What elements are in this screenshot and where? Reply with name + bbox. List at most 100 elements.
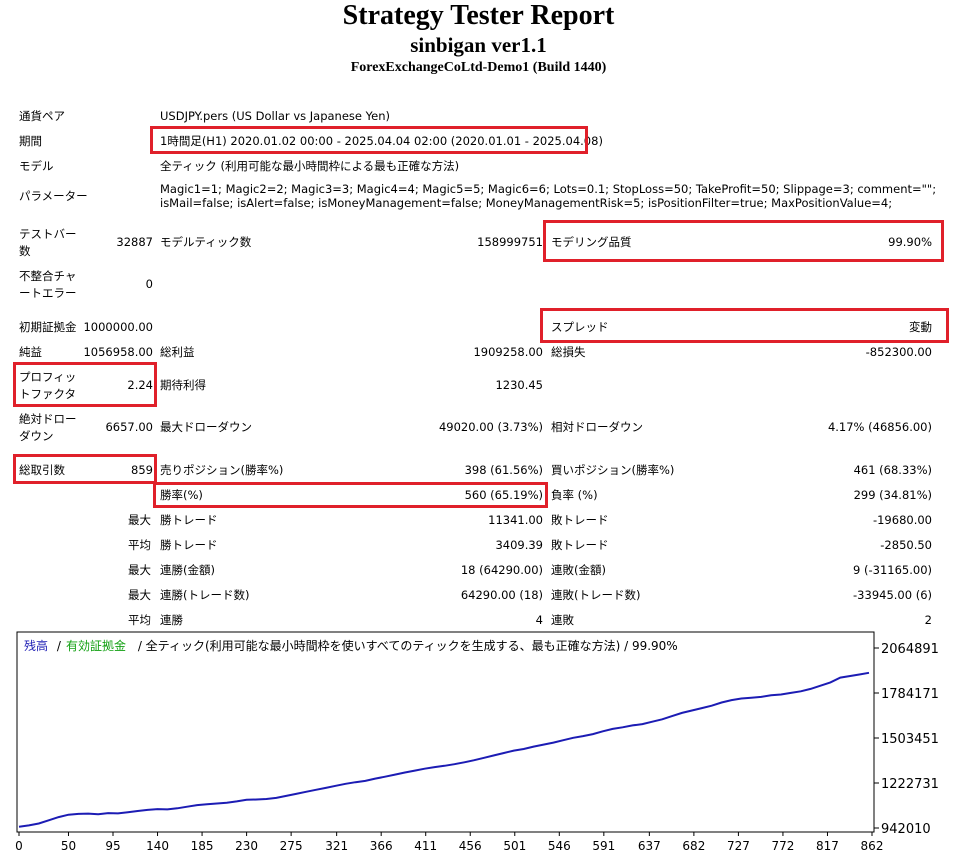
legend-separator: / (53, 639, 65, 653)
pf-label-2: トファクタ (19, 387, 77, 401)
balance-chart: 残高 / 有効証拠金 / 全ティック(利用可能な最小時間枠を使いすべてのティック… (15, 631, 939, 853)
gross-loss-label: 総損失 (551, 345, 586, 359)
bars-value: 32887 (116, 235, 153, 249)
x-tick-label: 0 (15, 839, 23, 853)
x-tick-label: 185 (191, 839, 214, 853)
row-label-1: 勝トレード (160, 538, 218, 552)
row-value-1: 4 (535, 613, 543, 627)
y-tick-label: 1503451 (881, 732, 939, 747)
balance-series-line (18, 671, 870, 828)
row-value-2: -2850.50 (880, 538, 932, 552)
spread-value: 変動 (909, 320, 932, 334)
row-prefix: 平均 (128, 613, 151, 627)
row-value-1: 64290.00 (18) (460, 588, 543, 602)
payoff-value: 1230.45 (495, 378, 543, 392)
row-value-2: 9 (-31165.00) (853, 563, 932, 577)
trades-label: 総取引数 (19, 463, 65, 477)
symbol-value: USDJPY.pers (US Dollar vs Japanese Yen) (160, 109, 390, 123)
quality-label: モデリング品質 (551, 235, 632, 249)
y-tick-label: 1784171 (881, 687, 939, 702)
x-tick-label: 230 (235, 839, 258, 853)
gross-profit-label: 総利益 (160, 345, 195, 359)
row-prefix: 最大 (128, 588, 151, 602)
x-tick-label: 50 (61, 839, 76, 853)
pf-value: 2.24 (127, 378, 153, 392)
short-label: 売りポジション(勝率%) (160, 463, 284, 477)
x-tick-label: 591 (592, 839, 615, 853)
model-label: モデル (19, 159, 54, 173)
legend-description: / 全ティック(利用可能な最小時間枠を使いすべてのティックを生成する、最も正確な… (134, 638, 678, 653)
row-label-2: 敗トレード (551, 538, 609, 552)
row-value-2: -33945.00 (6) (853, 588, 932, 602)
rel-dd-label: 相対ドローダウン (551, 420, 643, 434)
x-tick-label: 862 (861, 839, 884, 853)
row-prefix: 最大 (128, 563, 151, 577)
long-label: 買いポジション(勝率%) (551, 463, 675, 477)
net-label: 純益 (19, 345, 42, 359)
net-value: 1056958.00 (83, 345, 153, 359)
loss-value: 299 (34.81%) (853, 488, 932, 502)
deposit-value: 1000000.00 (83, 320, 153, 334)
mismatch-value: 0 (145, 277, 153, 291)
period-value: 1時間足(H1) 2020.01.02 00:00 - 2025.04.04 0… (160, 134, 603, 148)
mismatch-label-2: ートエラー (19, 286, 77, 300)
row-label-1: 連勝(金額) (160, 563, 215, 577)
y-tick-label: 1222731 (881, 777, 939, 792)
abs-dd-label-1: 絶対ドロー (19, 412, 77, 426)
report-title: Strategy Tester Report (342, 0, 615, 31)
bars-label-1: テストバー (19, 227, 77, 241)
row-prefix: 最大 (128, 513, 151, 527)
x-tick-label: 772 (771, 839, 794, 853)
payoff-label: 期待利得 (160, 378, 206, 392)
row-value-1: 11341.00 (488, 513, 543, 527)
model-value: 全ティック (利用可能な最小時間枠による最も正確な方法) (160, 159, 460, 173)
x-tick-label: 501 (503, 839, 526, 853)
win-value: 560 (65.19%) (464, 488, 543, 502)
params-line1: Magic1=1; Magic2=2; Magic3=3; Magic4=4; … (160, 182, 937, 196)
row-label-1: 連勝(トレード数) (160, 588, 250, 602)
deposit-label: 初期証拠金 (19, 320, 77, 334)
long-value: 461 (68.33%) (853, 463, 932, 477)
chart-frame (16, 631, 875, 833)
x-tick-label: 546 (548, 839, 571, 853)
row-label-2: 敗トレード (551, 513, 609, 527)
gross-loss-value: -852300.00 (865, 345, 932, 359)
max-dd-value: 49020.00 (3.73%) (438, 420, 543, 434)
row-prefix: 平均 (128, 538, 151, 552)
x-tick-label: 321 (325, 839, 348, 853)
row-value-2: -19680.00 (872, 513, 932, 527)
row-label-1: 勝トレード (160, 513, 218, 527)
gross-profit-value: 1909258.00 (473, 345, 543, 359)
highlight-win-rate (153, 482, 548, 508)
x-tick-label: 682 (682, 839, 705, 853)
x-tick-label: 275 (280, 839, 303, 853)
params-line2: isMail=false; isAlert=false; isMoneyMana… (160, 196, 893, 210)
server-name: ForexExchangeCoLtd-Demo1 (Build 1440) (350, 60, 607, 75)
x-tick-label: 366 (370, 839, 393, 853)
legend-equity: 有効証拠金 (66, 638, 126, 653)
highlight-quality (543, 220, 944, 262)
period-label: 期間 (19, 134, 42, 148)
short-value: 398 (61.56%) (464, 463, 543, 477)
quality-value: 99.90% (888, 235, 932, 249)
row-label-2: 連敗(トレード数) (551, 588, 641, 602)
mismatch-label-1: 不整合チャ (19, 269, 77, 283)
highlight-spread (540, 308, 949, 343)
ticks-label: モデルティック数 (160, 235, 252, 249)
highlight-period (150, 126, 588, 154)
pf-label-1: プロフィッ (19, 370, 77, 384)
trades-value: 859 (131, 463, 153, 477)
x-tick-label: 637 (638, 839, 661, 853)
x-tick-label: 727 (727, 839, 750, 853)
legend-balance: 残高 (24, 638, 48, 653)
x-tick-label: 140 (146, 839, 169, 853)
row-value-1: 3409.39 (495, 538, 543, 552)
ea-name: sinbigan ver1.1 (410, 33, 547, 57)
row-label-2: 連敗 (551, 613, 574, 627)
abs-dd-label-2: ダウン (19, 429, 54, 443)
y-tick-label: 942010 (881, 822, 931, 837)
x-tick-label: 817 (816, 839, 839, 853)
max-dd-label: 最大ドローダウン (160, 420, 252, 434)
win-label: 勝率(%) (160, 488, 203, 502)
highlight-total-trades (13, 454, 157, 484)
